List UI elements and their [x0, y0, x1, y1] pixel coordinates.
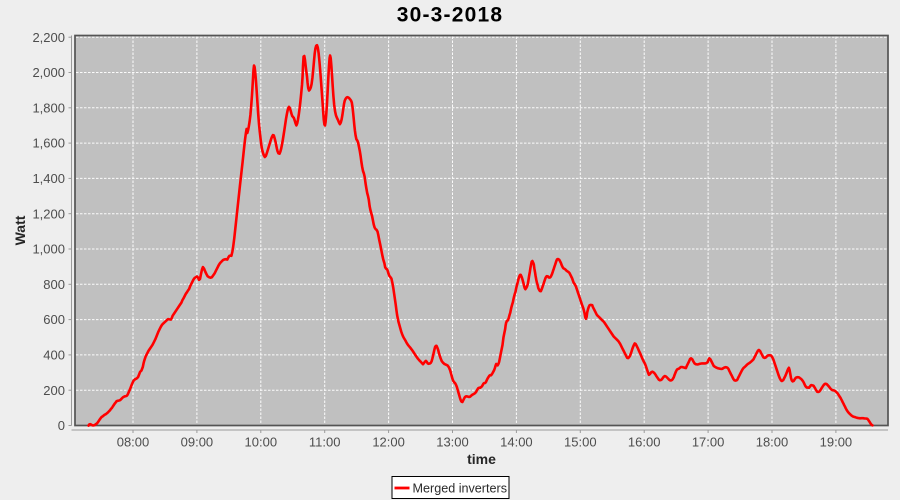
svg-text:400: 400: [43, 348, 65, 363]
svg-text:19:00: 19:00: [820, 435, 853, 450]
svg-text:2,000: 2,000: [32, 65, 65, 80]
svg-text:Watt: Watt: [12, 215, 28, 245]
svg-text:15:00: 15:00: [564, 435, 597, 450]
svg-text:200: 200: [43, 383, 65, 398]
svg-text:10:00: 10:00: [245, 435, 278, 450]
svg-text:1,600: 1,600: [32, 136, 65, 151]
svg-text:13:00: 13:00: [436, 435, 469, 450]
svg-text:11:00: 11:00: [309, 435, 341, 450]
svg-text:2,200: 2,200: [32, 30, 65, 45]
svg-text:0: 0: [58, 418, 65, 433]
svg-text:800: 800: [43, 277, 65, 292]
svg-text:Merged inverters: Merged inverters: [413, 482, 508, 496]
svg-text:600: 600: [43, 312, 65, 327]
svg-text:1,800: 1,800: [32, 100, 65, 115]
svg-text:16:00: 16:00: [628, 435, 661, 450]
svg-text:12:00: 12:00: [372, 435, 405, 450]
svg-text:time: time: [467, 451, 496, 467]
svg-text:17:00: 17:00: [692, 435, 725, 450]
svg-text:1,200: 1,200: [32, 206, 65, 221]
svg-text:09:00: 09:00: [181, 435, 214, 450]
svg-text:08:00: 08:00: [117, 435, 150, 450]
svg-text:14:00: 14:00: [500, 435, 533, 450]
svg-text:18:00: 18:00: [756, 435, 789, 450]
svg-text:1,000: 1,000: [32, 242, 65, 257]
svg-text:30-3-2018: 30-3-2018: [397, 4, 504, 27]
svg-text:1,400: 1,400: [32, 171, 65, 186]
